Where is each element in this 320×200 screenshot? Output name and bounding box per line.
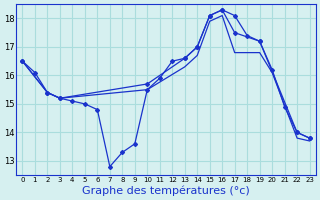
X-axis label: Graphe des températures (°c): Graphe des températures (°c) bbox=[82, 185, 250, 196]
